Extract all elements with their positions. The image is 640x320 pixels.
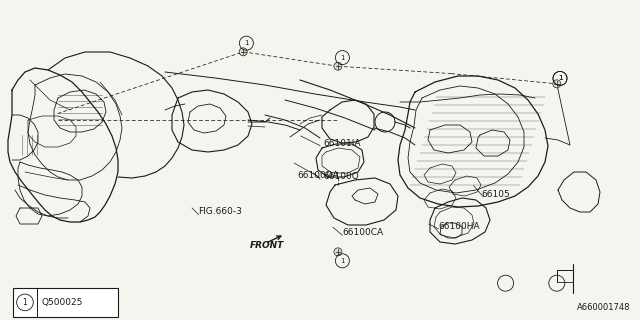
Circle shape [334,248,342,256]
Text: FRONT: FRONT [250,241,284,250]
FancyBboxPatch shape [13,288,118,317]
Text: 66105: 66105 [481,190,510,199]
Text: 1: 1 [557,76,563,81]
Circle shape [334,62,342,70]
Text: Q500025: Q500025 [41,298,83,307]
Text: 66100CA: 66100CA [342,228,383,237]
Text: 66101IA: 66101IA [323,139,361,148]
Text: 1: 1 [340,55,345,60]
Text: 66100Q: 66100Q [323,172,359,181]
Text: 1: 1 [244,40,249,46]
Text: 66100DA: 66100DA [298,171,339,180]
Text: 1: 1 [557,76,563,81]
Text: A660001748: A660001748 [577,303,630,312]
Circle shape [553,80,561,88]
Circle shape [239,48,247,56]
Text: 1: 1 [340,258,345,264]
Text: 66100HA: 66100HA [438,222,480,231]
Text: 1: 1 [22,298,28,307]
Text: FIG.660-3: FIG.660-3 [198,207,243,216]
